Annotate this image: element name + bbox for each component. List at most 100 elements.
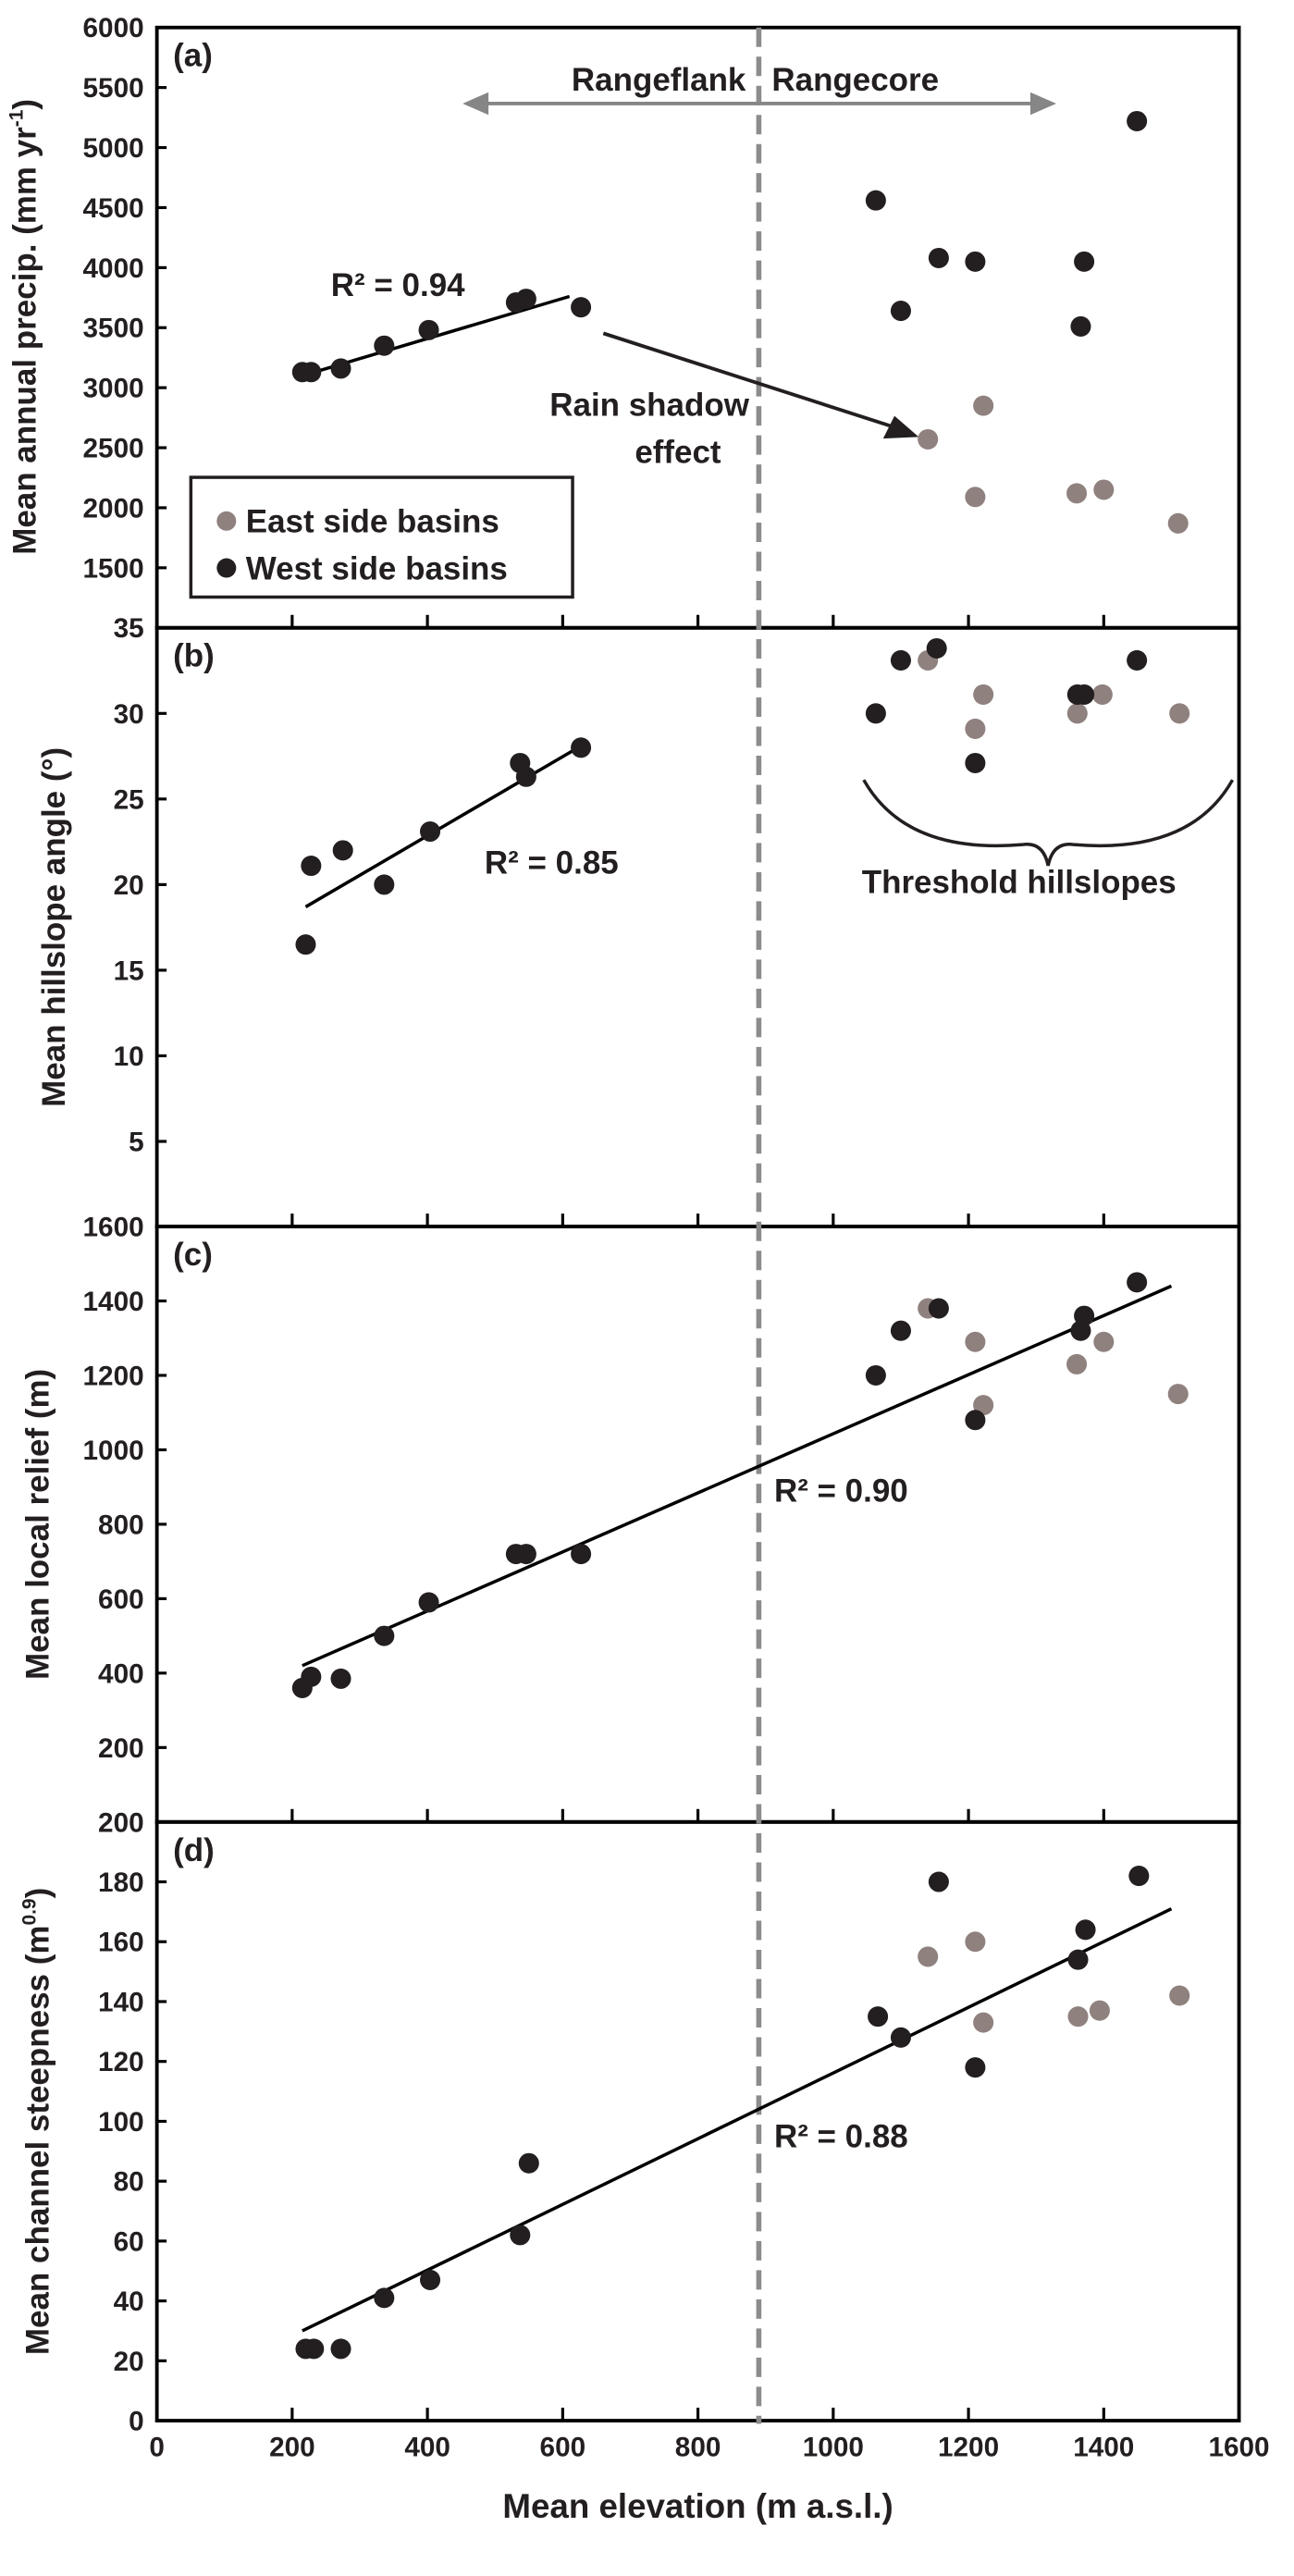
y-axis-label: Mean local relief (m) xyxy=(19,1369,55,1680)
y-axis-label-text: Mean hillslope angle (°) xyxy=(36,747,72,1107)
y-tick-label: 5000 xyxy=(83,133,144,164)
point-west-b xyxy=(890,649,911,671)
y-tick-label: 20 xyxy=(114,870,144,901)
x-tick-label: 0 xyxy=(149,2433,165,2463)
y-axis-label-text: Mean local relief (m) xyxy=(19,1369,55,1680)
panel-label: (c) xyxy=(173,1237,213,1273)
threshold-hillslopes-label: Threshold hillslopes xyxy=(862,865,1177,901)
y-axis-label-text: Mean annual precip. (mm yr xyxy=(6,127,43,555)
y-tick-label: 120 xyxy=(98,2047,144,2077)
y-tick-label: 800 xyxy=(98,1510,144,1540)
panel-label: (d) xyxy=(173,1832,215,1868)
x-tick-label: 600 xyxy=(540,2433,586,2463)
y-tick-label: 3500 xyxy=(83,314,144,344)
y-tick-label: 2500 xyxy=(83,434,144,464)
point-east-a xyxy=(965,487,986,508)
point-west-c xyxy=(330,1668,351,1689)
point-west-d xyxy=(518,2152,539,2174)
r-squared-label: R² = 0.94 xyxy=(331,267,465,303)
y-tick-label: 160 xyxy=(98,1928,144,1958)
y-tick-label: 5 xyxy=(129,1127,144,1157)
point-east-d xyxy=(973,2012,994,2033)
y-tick-label: 40 xyxy=(114,2286,144,2317)
y-tick-label: 1200 xyxy=(83,1361,144,1391)
y-tick-label: 180 xyxy=(98,1867,144,1898)
point-east-d xyxy=(1089,2000,1110,2021)
y-tick-label: 1000 xyxy=(83,1436,144,1466)
x-tick-label: 1000 xyxy=(803,2433,864,2463)
point-west-a xyxy=(571,297,592,318)
arrow-left-head-icon xyxy=(462,92,489,116)
y-tick-label: 4500 xyxy=(83,193,144,224)
static-layer: 6000550050004500400035003000250020001500… xyxy=(6,13,1269,2525)
point-west-d xyxy=(1075,1919,1096,1941)
point-west-b xyxy=(865,703,886,724)
arrow-right-head-icon xyxy=(1029,92,1056,116)
threshold-brace xyxy=(862,779,1235,867)
point-west-a xyxy=(1127,110,1148,132)
r-squared-label: R² = 0.90 xyxy=(774,1473,908,1509)
point-west-b xyxy=(965,752,986,773)
point-west-a xyxy=(1070,315,1091,337)
y-tick-label-boundary: 1600 xyxy=(83,1213,144,1243)
y-tick-label: 400 xyxy=(98,1658,144,1689)
point-west-d xyxy=(330,2338,351,2360)
y-tick-label: 5500 xyxy=(83,73,144,104)
point-west-b xyxy=(1074,684,1095,705)
legend-marker-east xyxy=(216,511,237,531)
point-east-d xyxy=(1169,1985,1190,2006)
rain-shadow-label: Rain shadow xyxy=(549,388,749,424)
rain-shadow-arrow-head-icon xyxy=(882,415,919,439)
point-west-d xyxy=(420,2269,441,2290)
point-west-c xyxy=(515,1544,536,1565)
legend-label-west: West side basins xyxy=(246,550,508,586)
y-axis-label-close: ) xyxy=(6,99,43,110)
rangeflank-label: Rangeflank xyxy=(572,62,746,98)
point-west-c xyxy=(1127,1272,1148,1293)
y-tick-label: 3000 xyxy=(83,374,144,404)
point-west-d xyxy=(374,2287,395,2309)
y-tick-label-boundary: 200 xyxy=(98,1807,144,1838)
y-tick-label: 140 xyxy=(98,1987,144,2017)
point-east-c xyxy=(1066,1353,1088,1374)
panel-label: (a) xyxy=(173,38,213,74)
y-tick-label: 0 xyxy=(129,2407,144,2437)
point-east-c xyxy=(1093,1331,1115,1352)
trendline-d xyxy=(302,1907,1173,2333)
y-tick-label: 20 xyxy=(114,2347,144,2377)
point-east-c xyxy=(973,1395,994,1416)
point-west-d xyxy=(1067,1949,1089,1970)
y-tick-label: 2000 xyxy=(83,493,144,524)
point-west-d xyxy=(1128,1866,1150,1887)
point-east-a xyxy=(1093,479,1115,500)
y-tick-label: 6000 xyxy=(83,13,144,43)
point-east-b xyxy=(973,684,994,705)
y-tick-label: 15 xyxy=(114,955,144,986)
y-axis-label: Mean hillslope angle (°) xyxy=(36,747,72,1107)
point-west-c xyxy=(928,1298,949,1319)
point-west-c xyxy=(965,1410,986,1431)
point-west-b xyxy=(926,637,947,659)
y-tick-label: 80 xyxy=(114,2167,144,2198)
point-west-b xyxy=(301,856,322,877)
point-west-d xyxy=(303,2338,325,2360)
y-axis-label-superscript: -1 xyxy=(6,109,27,127)
point-east-b xyxy=(1066,703,1088,724)
point-west-d xyxy=(890,2027,911,2048)
legend-label-east: East side basins xyxy=(246,504,499,540)
point-west-a xyxy=(965,251,986,272)
x-axis-label: Mean elevation (m a.s.l.) xyxy=(502,2487,893,2525)
x-tick-label: 800 xyxy=(675,2433,721,2463)
y-tick-label: 200 xyxy=(98,1733,144,1764)
point-west-c xyxy=(571,1544,592,1565)
point-west-b xyxy=(515,766,536,787)
point-west-d xyxy=(868,2006,889,2028)
point-east-d xyxy=(965,1931,986,1953)
point-west-a xyxy=(374,335,395,356)
legend-box xyxy=(189,475,574,599)
point-west-a xyxy=(890,301,911,322)
point-west-b xyxy=(420,820,441,843)
point-west-c xyxy=(1074,1305,1095,1326)
point-west-d xyxy=(928,1871,949,1892)
y-tick-label-boundary: 35 xyxy=(114,613,144,644)
